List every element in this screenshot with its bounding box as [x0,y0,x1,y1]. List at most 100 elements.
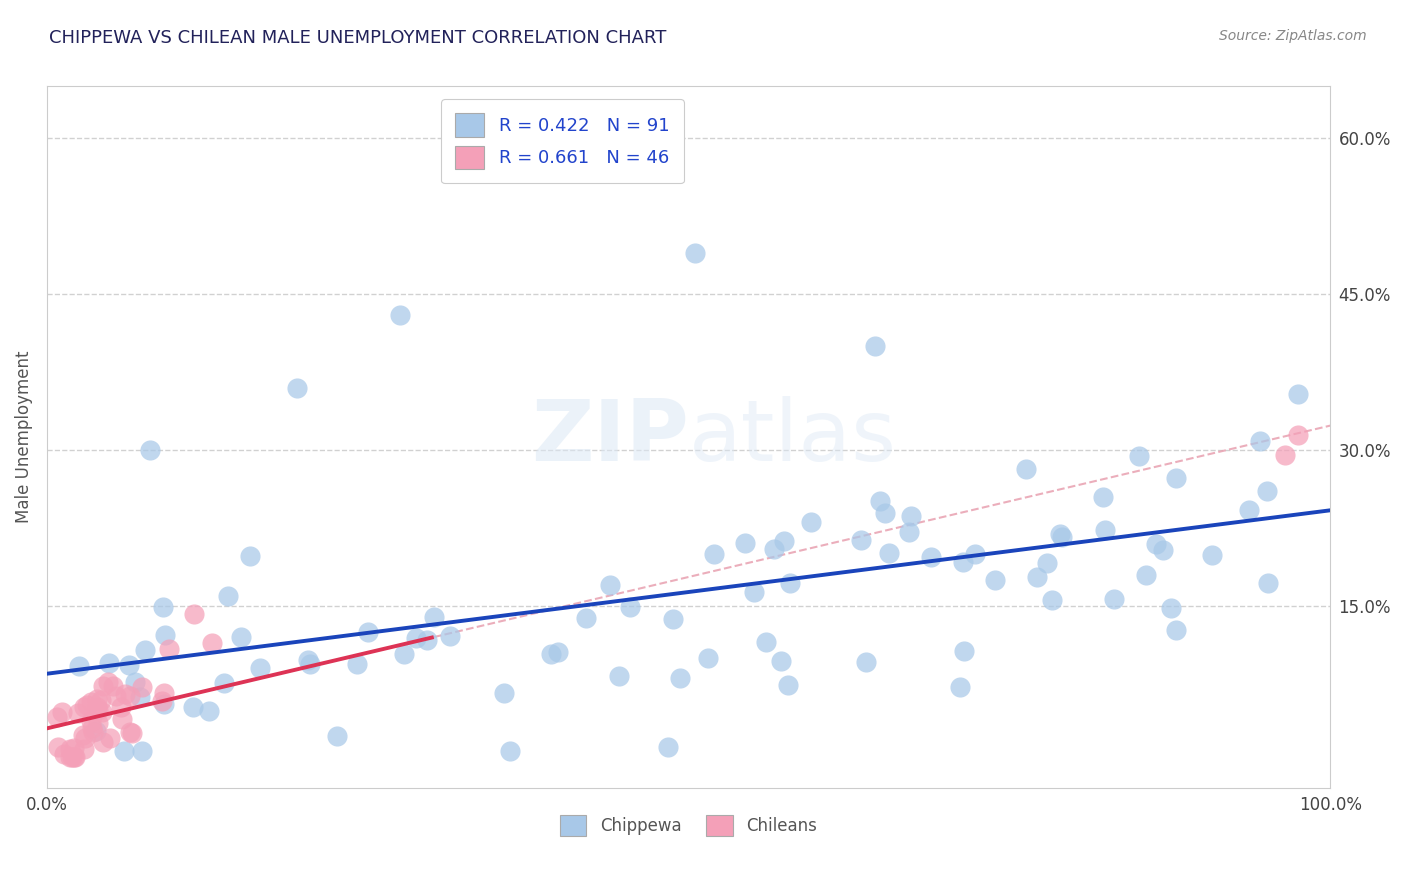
Point [86,699,108,714]
Point [599,578,621,592]
Point [90,692,112,706]
Point [439,629,461,643]
Point [112,744,135,758]
Point [134,642,156,657]
Point [114,688,136,702]
Point [683,245,706,260]
Point [1152,543,1174,558]
Point [1091,490,1114,504]
Point [87,716,110,731]
Point [86,723,108,738]
Point [249,661,271,675]
Point [124,674,146,689]
Point [153,628,176,642]
Point [86,692,108,706]
Point [1286,427,1309,442]
Point [346,657,368,672]
Point [325,729,347,743]
Point [1128,449,1150,463]
Point [73,700,96,714]
Point [131,680,153,694]
Point [357,625,380,640]
Point [51,705,73,719]
Point [72,728,94,742]
Point [1166,624,1188,638]
Point [1256,484,1278,499]
Point [1166,471,1188,485]
Point [779,575,801,590]
Point [662,612,685,626]
Point [75,731,97,745]
Point [770,654,793,668]
Point [1201,548,1223,562]
Point [103,679,125,693]
Point [111,712,134,726]
Point [91,735,114,749]
Point [229,630,252,644]
Point [877,546,900,560]
Text: atlas: atlas [689,395,897,479]
Point [742,584,765,599]
Point [920,549,942,564]
Point [138,443,160,458]
Point [100,731,122,745]
Point [875,506,897,520]
Point [863,339,886,353]
Point [772,533,794,548]
Point [855,655,877,669]
Point [97,656,120,670]
Point [120,725,142,739]
Point [869,494,891,508]
Point [69,659,91,673]
Point [183,607,205,621]
Point [91,679,114,693]
Point [150,694,173,708]
Y-axis label: Male Unemployment: Male Unemployment [15,351,32,524]
Point [952,555,974,569]
Point [1144,537,1167,551]
Point [238,549,260,563]
Point [79,695,101,709]
Point [734,536,756,550]
Point [197,705,219,719]
Point [900,509,922,524]
Point [45,710,67,724]
Point [1249,434,1271,449]
Point [67,706,90,721]
Point [1274,448,1296,462]
Point [619,599,641,614]
Point [1257,576,1279,591]
Point [657,739,679,754]
Point [499,744,522,758]
Point [297,653,319,667]
Point [59,742,82,756]
Point [1160,601,1182,615]
Point [80,714,103,728]
Point [547,645,569,659]
Point [540,647,562,661]
Point [492,686,515,700]
Point [152,697,174,711]
Point [1015,462,1038,476]
Legend: Chippewa, Chileans: Chippewa, Chileans [553,808,824,843]
Point [62,741,84,756]
Point [129,690,152,705]
Point [984,573,1007,587]
Point [1040,592,1063,607]
Point [575,611,598,625]
Point [1049,527,1071,541]
Point [763,542,786,557]
Point [963,548,986,562]
Point [949,680,972,694]
Point [405,631,427,645]
Point [120,689,142,703]
Point [285,381,308,395]
Point [82,721,104,735]
Point [52,747,75,761]
Point [152,686,174,700]
Point [91,705,114,719]
Point [181,699,204,714]
Point [97,675,120,690]
Point [157,641,180,656]
Point [703,547,725,561]
